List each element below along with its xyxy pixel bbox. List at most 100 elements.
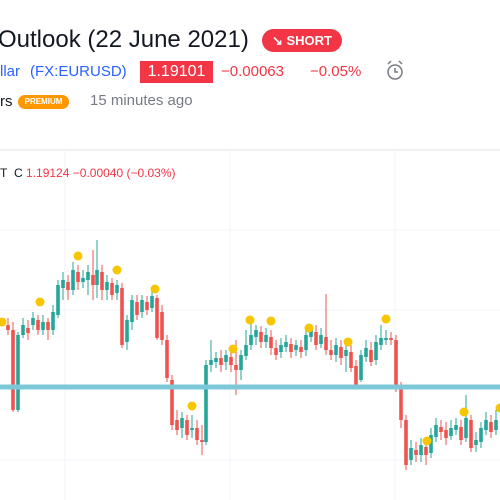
candles — [6, 240, 498, 470]
candle-body — [344, 350, 348, 356]
candle-body — [71, 270, 75, 290]
candle-body — [314, 332, 318, 345]
marker-dot — [266, 316, 276, 326]
time: 15 minutes ago — [90, 92, 193, 109]
candle-body — [135, 302, 139, 315]
candle-body — [269, 337, 273, 348]
candle-body — [150, 296, 154, 308]
candle-body — [41, 322, 45, 330]
candle-body — [434, 425, 438, 437]
candle-body — [349, 352, 353, 368]
candle-body — [61, 280, 65, 288]
candle-body — [100, 272, 104, 290]
symbol[interactable]: (FX:EURUSD) — [30, 63, 127, 80]
marker-dot — [245, 315, 255, 325]
candle-body — [51, 312, 55, 330]
symbol-name[interactable]: llar — [0, 63, 21, 80]
candle-body — [229, 357, 233, 365]
legend-change: −0.00040 (−0.03%) — [72, 166, 176, 180]
candle-body — [369, 350, 373, 362]
candle-body — [115, 285, 119, 293]
candle-body — [429, 435, 433, 453]
marker-dot — [112, 265, 122, 275]
signal-text: SHORT — [286, 33, 333, 48]
candle-body — [484, 420, 488, 430]
candle-body — [474, 440, 478, 445]
legend-close: 1.19124 — [26, 166, 70, 180]
candle-body — [464, 418, 468, 438]
candle-body — [155, 298, 159, 338]
alarm-icon[interactable] — [387, 60, 403, 80]
candle-body — [364, 348, 368, 357]
candle-body — [36, 320, 40, 330]
candle-body — [56, 285, 60, 315]
candle-body — [175, 420, 179, 430]
marker-dot — [422, 436, 432, 446]
signal-badge: ↘ SHORT — [262, 29, 342, 52]
idea-title: Outlook (22 June 2021) — [0, 26, 249, 53]
candle-body — [454, 425, 458, 430]
candle-body — [110, 283, 114, 295]
candle-body — [130, 300, 134, 322]
candle-body — [339, 347, 343, 358]
marker-dot — [343, 337, 353, 347]
candle-body — [274, 348, 278, 355]
candle-body — [140, 300, 144, 312]
candle-body — [195, 428, 199, 440]
candle-body — [394, 340, 398, 388]
legend-marker: T — [0, 166, 8, 180]
candle-body — [234, 365, 238, 370]
marker-dot — [150, 284, 160, 294]
candle-body — [289, 344, 293, 352]
price: 1.19101 — [140, 61, 213, 83]
candle-body — [494, 420, 498, 430]
candle-body — [379, 338, 383, 345]
premium-badge: PREMIUM — [18, 95, 69, 109]
marker-dot — [228, 344, 238, 354]
candle-body — [219, 358, 223, 365]
markers — [0, 251, 500, 446]
candle-body — [479, 428, 483, 442]
candle-body — [359, 355, 363, 380]
candle-body — [165, 340, 169, 378]
candle-body — [259, 332, 263, 342]
candle-body — [105, 282, 109, 290]
candle-body — [294, 345, 298, 350]
candle-body — [329, 350, 333, 355]
candle-body — [204, 365, 208, 442]
candle-body — [46, 322, 50, 330]
candle-body — [304, 335, 308, 350]
candle-body — [254, 330, 258, 337]
change-percent: −0.05% — [310, 63, 362, 80]
legend-label: C — [14, 166, 23, 180]
candle-body — [95, 270, 99, 285]
marker-dot — [381, 314, 391, 324]
candle-body — [6, 325, 10, 330]
candle-body — [224, 355, 228, 362]
candle-body — [239, 355, 243, 370]
candle-body — [185, 420, 189, 435]
candle-body — [160, 312, 164, 340]
candle-body — [439, 427, 443, 432]
candle-body — [170, 380, 174, 425]
candle-body — [424, 447, 428, 455]
candle-body — [284, 342, 288, 347]
marker-dot — [35, 297, 45, 307]
candle-body — [31, 318, 35, 325]
candle-body — [91, 275, 95, 285]
candle-body — [11, 330, 15, 410]
candle-body — [374, 342, 378, 360]
candle-body — [324, 337, 328, 350]
chart-legend: T C 1.19124 −0.00040 (−0.03%) — [0, 166, 176, 180]
candle-body — [354, 366, 358, 385]
candle-body — [249, 335, 253, 345]
candle-body — [21, 325, 25, 335]
candle-body — [200, 440, 204, 442]
author[interactable]: rs — [0, 93, 13, 110]
candle-body — [190, 428, 194, 430]
candle-body — [399, 388, 403, 420]
candle-body — [389, 338, 393, 340]
candle-body — [209, 360, 213, 365]
